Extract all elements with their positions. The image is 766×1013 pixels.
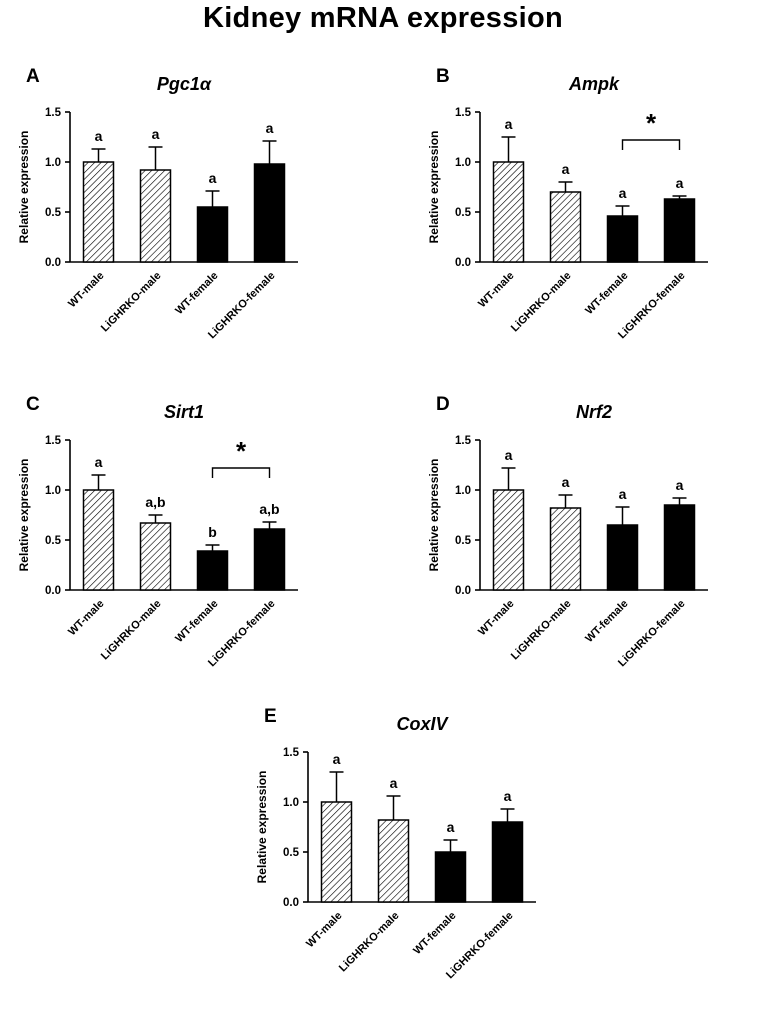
- svg-text:Relative expression: Relative expression: [427, 459, 441, 572]
- svg-text:WT-female: WT-female: [173, 598, 220, 645]
- figure-title: Kidney mRNA expression: [202, 2, 564, 34]
- svg-text:a: a: [562, 161, 570, 177]
- chart-ampk: Ampk 0.0 0.5 1.0 1.5 Relative expression a WT-…: [427, 74, 708, 341]
- svg-text:a: a: [619, 486, 627, 502]
- panel-b-letter: B: [436, 66, 450, 87]
- svg-text:Relative expression: Relative expression: [17, 131, 31, 244]
- panel-b: B Ampk 0.0 0.5 1.0 1.5 Relative expression a W…: [420, 58, 756, 370]
- svg-text:WT-male: WT-male: [476, 598, 516, 638]
- panel-e-letter: E: [264, 706, 277, 727]
- svg-text:Relative expression: Relative expression: [427, 131, 441, 244]
- svg-text:0.0: 0.0: [455, 585, 471, 597]
- svg-text:b: b: [208, 524, 217, 540]
- svg-text:a: a: [333, 751, 341, 767]
- svg-text:LiGHRKO-male: LiGHRKO-male: [99, 598, 164, 663]
- chart-nrf2: Nrf2 0.0 0.5 1.0 1.5 Relative expression a WT-…: [427, 402, 708, 669]
- svg-text:WT-female: WT-female: [411, 910, 458, 957]
- svg-text:a: a: [676, 175, 684, 191]
- chart-nrf2-title: Nrf2: [576, 402, 612, 422]
- svg-text:LiGHRKO-male: LiGHRKO-male: [337, 910, 402, 975]
- svg-text:WT-female: WT-female: [173, 270, 220, 317]
- svg-text:0.0: 0.0: [45, 257, 61, 269]
- chart-coxiv-title: CoxIV: [396, 714, 449, 734]
- svg-text:a: a: [619, 185, 627, 201]
- svg-text:1.0: 1.0: [283, 797, 299, 809]
- svg-text:LiGHRKO-male: LiGHRKO-male: [509, 598, 574, 663]
- svg-text:a: a: [562, 474, 570, 490]
- svg-text:a: a: [390, 775, 398, 791]
- svg-text:*: *: [236, 436, 247, 466]
- svg-text:Relative expression: Relative expression: [255, 771, 269, 884]
- svg-text:WT-male: WT-male: [304, 910, 344, 950]
- svg-text:a: a: [209, 170, 217, 186]
- chart-pgc1a-title: Pgc1α: [157, 74, 212, 94]
- svg-text:*: *: [646, 108, 657, 138]
- svg-text:WT-female: WT-female: [583, 270, 630, 317]
- svg-text:1.5: 1.5: [45, 435, 62, 447]
- svg-text:WT-female: WT-female: [583, 598, 630, 645]
- svg-text:LiGHRKO-male: LiGHRKO-male: [99, 270, 164, 335]
- svg-text:0.0: 0.0: [283, 897, 299, 909]
- panel-c-letter: C: [26, 394, 40, 415]
- svg-text:1.0: 1.0: [45, 485, 61, 497]
- panel-c: C Sirt1 0.0 0.5 1.0 1.5 Relative expression a…: [10, 386, 346, 698]
- svg-text:1.5: 1.5: [455, 435, 472, 447]
- panel-e: E CoxIV 0.0 0.5 1.0 1.5 Relative expression a…: [248, 698, 584, 1010]
- chart-ampk-title: Ampk: [568, 74, 620, 94]
- svg-text:0.0: 0.0: [455, 257, 471, 269]
- svg-text:a: a: [95, 128, 103, 144]
- svg-text:0.5: 0.5: [455, 535, 472, 547]
- chart-pgc1a: Pgc1α 0.0 0.5 1.0 1.5 Relative expression a WT…: [17, 74, 298, 341]
- svg-text:a,b: a,b: [259, 501, 279, 517]
- svg-text:a: a: [504, 788, 512, 804]
- panel-d-letter: D: [436, 394, 450, 415]
- svg-text:1.0: 1.0: [455, 157, 471, 169]
- svg-text:1.5: 1.5: [455, 107, 472, 119]
- svg-text:a: a: [676, 477, 684, 493]
- svg-text:0.5: 0.5: [45, 207, 62, 219]
- svg-text:1.0: 1.0: [45, 157, 61, 169]
- panel-a-letter: A: [26, 66, 40, 87]
- panel-a: A Pgc1α 0.0 0.5 1.0 1.5 Relative expression a…: [10, 58, 346, 370]
- svg-text:WT-male: WT-male: [66, 598, 106, 638]
- svg-text:0.5: 0.5: [45, 535, 62, 547]
- svg-text:a: a: [505, 447, 513, 463]
- svg-text:WT-male: WT-male: [66, 270, 106, 310]
- svg-text:a: a: [505, 116, 513, 132]
- svg-text:a: a: [95, 454, 103, 470]
- panel-d: D Nrf2 0.0 0.5 1.0 1.5 Relative expression a W…: [420, 386, 756, 698]
- svg-text:WT-male: WT-male: [476, 270, 516, 310]
- svg-text:0.5: 0.5: [283, 847, 300, 859]
- svg-text:a,b: a,b: [145, 494, 165, 510]
- svg-text:0.5: 0.5: [455, 207, 472, 219]
- svg-text:LiGHRKO-male: LiGHRKO-male: [509, 270, 574, 335]
- chart-sirt1: Sirt1 0.0 0.5 1.0 1.5 Relative expression a WT…: [17, 402, 298, 669]
- svg-text:1.0: 1.0: [455, 485, 471, 497]
- svg-text:1.5: 1.5: [45, 107, 62, 119]
- svg-text:0.0: 0.0: [45, 585, 61, 597]
- svg-text:Relative expression: Relative expression: [17, 459, 31, 572]
- chart-sirt1-title: Sirt1: [164, 402, 204, 422]
- svg-text:a: a: [447, 819, 455, 835]
- chart-coxiv: CoxIV 0.0 0.5 1.0 1.5 Relative expression a WT…: [255, 714, 536, 981]
- svg-text:a: a: [266, 120, 274, 136]
- svg-text:a: a: [152, 126, 160, 142]
- svg-text:1.5: 1.5: [283, 747, 300, 759]
